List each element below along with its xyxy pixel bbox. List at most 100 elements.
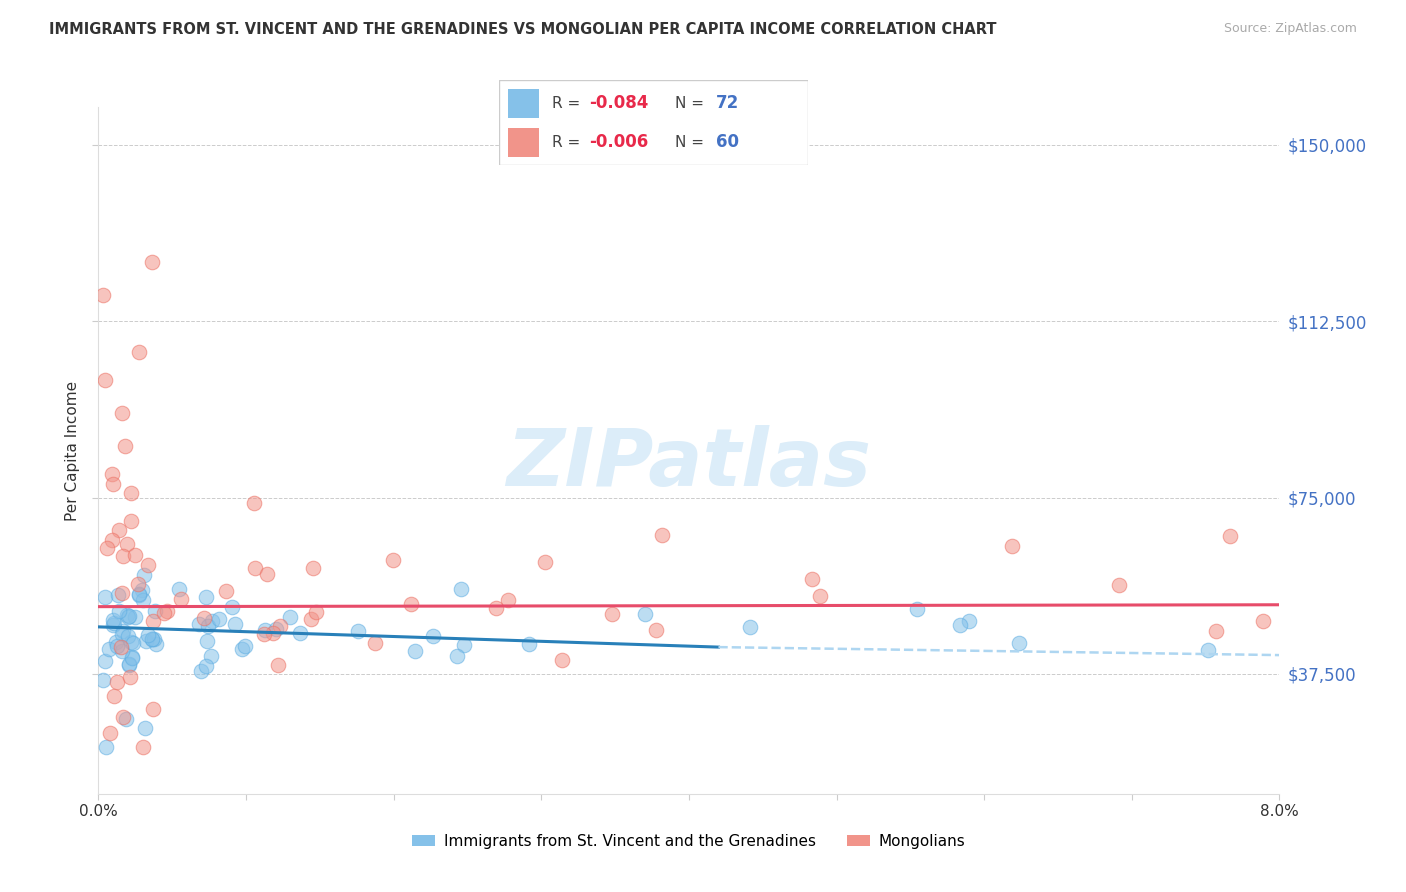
- Point: [301, 560, 323, 574]
- Point: [111, 549, 134, 564]
- Point: [94, 739, 117, 754]
- Text: 60: 60: [716, 133, 738, 151]
- Point: [138, 628, 160, 642]
- Point: [118, 657, 141, 672]
- Point: [91, 673, 114, 687]
- Point: [135, 634, 157, 648]
- Point: [253, 627, 276, 641]
- Point: [94, 373, 117, 387]
- Point: [134, 568, 156, 582]
- Point: [364, 636, 387, 650]
- Point: [142, 632, 165, 646]
- Point: [142, 702, 165, 716]
- Point: [485, 601, 508, 615]
- Point: [262, 626, 284, 640]
- Point: [188, 617, 211, 632]
- Point: [208, 612, 231, 626]
- Point: [1108, 578, 1130, 592]
- Point: [224, 616, 246, 631]
- Point: [110, 640, 132, 654]
- Text: N =: N =: [675, 95, 709, 111]
- Point: [120, 485, 142, 500]
- Point: [122, 636, 145, 650]
- Point: [550, 653, 572, 667]
- Point: [267, 658, 290, 673]
- Point: [1001, 539, 1024, 553]
- Point: [264, 622, 287, 636]
- Point: [103, 689, 125, 703]
- Text: ZIPatlas: ZIPatlas: [506, 425, 872, 503]
- Legend: Immigrants from St. Vincent and the Grenadines, Mongolians: Immigrants from St. Vincent and the Gren…: [406, 828, 972, 855]
- Point: [399, 597, 422, 611]
- Point: [221, 599, 243, 614]
- Point: [101, 613, 124, 627]
- Point: [1008, 636, 1031, 650]
- Point: [110, 406, 132, 420]
- Point: [120, 634, 142, 648]
- Point: [195, 590, 218, 604]
- Point: [96, 541, 118, 555]
- Point: [118, 609, 141, 624]
- Point: [170, 591, 193, 606]
- Point: [111, 644, 134, 658]
- Point: [107, 588, 129, 602]
- Point: [650, 528, 672, 542]
- Point: [200, 649, 222, 664]
- Point: [299, 612, 322, 626]
- Y-axis label: Per Capita Income: Per Capita Income: [65, 380, 80, 521]
- Point: [1197, 643, 1219, 657]
- Point: [132, 739, 155, 754]
- Point: [105, 634, 128, 648]
- Point: [231, 641, 253, 656]
- Point: [128, 587, 150, 601]
- Point: [111, 585, 134, 599]
- Point: [193, 611, 215, 625]
- Point: [949, 617, 972, 632]
- Point: [114, 439, 136, 453]
- Point: [117, 609, 139, 624]
- Point: [108, 604, 131, 618]
- Text: R =: R =: [551, 135, 585, 150]
- Point: [131, 582, 153, 597]
- Point: [101, 477, 124, 491]
- Point: [446, 648, 468, 663]
- Point: [269, 619, 291, 633]
- Point: [141, 632, 163, 647]
- Point: [128, 344, 150, 359]
- Point: [98, 725, 121, 739]
- Point: [145, 637, 167, 651]
- Point: [156, 604, 179, 618]
- Point: [381, 553, 404, 567]
- Point: [201, 615, 224, 629]
- Point: [153, 607, 176, 621]
- Point: [127, 577, 149, 591]
- Point: [115, 607, 138, 622]
- Point: [91, 288, 114, 302]
- Point: [740, 619, 762, 633]
- Point: [118, 670, 141, 684]
- Point: [801, 572, 824, 586]
- Point: [346, 624, 368, 638]
- Point: [496, 592, 519, 607]
- Point: [111, 624, 134, 639]
- Point: [233, 639, 256, 653]
- Point: [121, 650, 143, 665]
- Point: [118, 657, 141, 672]
- Text: Source: ZipAtlas.com: Source: ZipAtlas.com: [1223, 22, 1357, 36]
- Point: [105, 675, 128, 690]
- Point: [215, 583, 238, 598]
- Point: [190, 665, 212, 679]
- Point: [288, 626, 311, 640]
- Point: [245, 560, 267, 574]
- Point: [256, 567, 278, 582]
- Point: [121, 649, 143, 664]
- Point: [142, 615, 165, 629]
- Point: [103, 616, 125, 631]
- Point: [143, 604, 166, 618]
- Point: [253, 623, 276, 637]
- Point: [600, 607, 623, 621]
- Point: [120, 514, 142, 528]
- Text: N =: N =: [675, 135, 709, 150]
- Point: [111, 710, 134, 724]
- Point: [957, 615, 980, 629]
